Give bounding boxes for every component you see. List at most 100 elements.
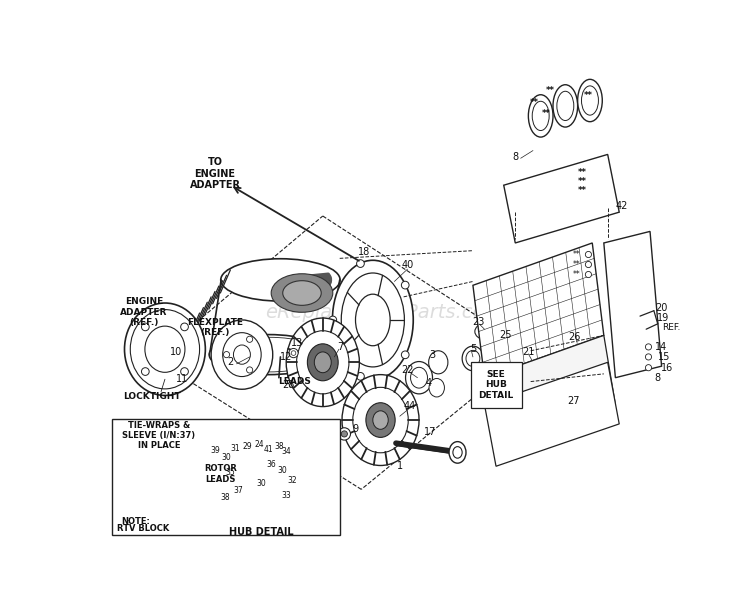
Text: 35: 35 [226, 468, 236, 477]
Polygon shape [484, 335, 615, 447]
Text: SEE
HUB
DETAIL: SEE HUB DETAIL [478, 370, 514, 400]
Ellipse shape [220, 259, 340, 301]
Ellipse shape [466, 351, 480, 367]
Text: 1: 1 [397, 461, 403, 471]
Circle shape [488, 374, 504, 389]
Text: **: ** [573, 260, 580, 269]
Ellipse shape [308, 344, 338, 381]
Circle shape [492, 378, 500, 386]
Text: **: ** [584, 91, 593, 100]
Ellipse shape [272, 274, 333, 312]
Circle shape [142, 368, 149, 375]
Text: 23: 23 [472, 318, 484, 327]
Text: 21: 21 [522, 348, 535, 357]
Circle shape [142, 323, 149, 331]
Circle shape [291, 351, 296, 356]
Ellipse shape [332, 261, 413, 379]
Ellipse shape [373, 411, 388, 429]
Ellipse shape [129, 447, 189, 516]
Text: LEADS: LEADS [278, 377, 310, 386]
Ellipse shape [342, 375, 419, 465]
Circle shape [585, 251, 592, 257]
Ellipse shape [532, 101, 549, 131]
Text: 13: 13 [291, 338, 304, 348]
Text: 36: 36 [266, 460, 276, 469]
Ellipse shape [356, 294, 390, 346]
Text: 27: 27 [567, 396, 579, 406]
Text: FLEXPLATE
(REF.): FLEXPLATE (REF.) [187, 318, 243, 337]
Text: 29: 29 [242, 442, 252, 451]
Text: 41: 41 [264, 445, 274, 454]
Text: **: ** [530, 98, 539, 107]
Polygon shape [604, 232, 662, 378]
Ellipse shape [145, 326, 185, 372]
Ellipse shape [286, 318, 359, 406]
Ellipse shape [406, 362, 433, 394]
Ellipse shape [223, 428, 300, 519]
Text: 32: 32 [287, 476, 297, 485]
Ellipse shape [223, 333, 261, 376]
Text: HUB DETAIL: HUB DETAIL [229, 527, 293, 537]
Text: 37: 37 [233, 486, 243, 495]
Text: NOTE:: NOTE: [122, 517, 150, 526]
Text: eReplacementParts.com: eReplacementParts.com [266, 303, 503, 322]
Text: 30: 30 [222, 452, 232, 462]
Text: 11: 11 [176, 375, 188, 384]
Text: 26: 26 [568, 332, 580, 342]
Text: 38: 38 [220, 493, 230, 502]
Ellipse shape [124, 303, 206, 395]
Circle shape [181, 323, 188, 331]
Circle shape [247, 336, 253, 342]
Ellipse shape [296, 331, 349, 394]
Text: **: ** [578, 177, 586, 186]
Circle shape [523, 348, 550, 376]
Polygon shape [504, 154, 620, 243]
Ellipse shape [429, 351, 448, 374]
Text: 7: 7 [338, 342, 344, 352]
Text: 30: 30 [256, 479, 266, 488]
Ellipse shape [429, 378, 445, 397]
Text: 40: 40 [401, 259, 413, 270]
Ellipse shape [215, 337, 322, 372]
Ellipse shape [283, 281, 321, 305]
Text: 22: 22 [401, 365, 414, 375]
Circle shape [247, 367, 253, 373]
Text: 2: 2 [227, 357, 233, 367]
Ellipse shape [475, 324, 494, 339]
Text: 44: 44 [404, 401, 416, 411]
Circle shape [329, 316, 337, 324]
Circle shape [341, 431, 347, 437]
Circle shape [528, 354, 545, 371]
Circle shape [401, 281, 409, 289]
Text: 16: 16 [661, 363, 673, 373]
Circle shape [224, 351, 230, 358]
Text: LOCKTIGHT: LOCKTIGHT [123, 392, 181, 402]
FancyBboxPatch shape [112, 419, 340, 535]
Circle shape [585, 261, 592, 268]
Ellipse shape [410, 367, 428, 388]
Ellipse shape [235, 443, 287, 504]
Text: **: ** [542, 109, 550, 118]
Circle shape [646, 365, 652, 371]
Ellipse shape [479, 328, 490, 335]
Text: 39: 39 [210, 446, 220, 455]
Text: 14: 14 [656, 342, 668, 352]
Ellipse shape [130, 310, 200, 389]
Text: 5: 5 [470, 345, 476, 354]
Text: TO
ENGINE
ADAPTER: TO ENGINE ADAPTER [190, 157, 241, 190]
Text: 19: 19 [657, 313, 669, 324]
Text: 3: 3 [429, 349, 435, 360]
Ellipse shape [553, 85, 578, 127]
Ellipse shape [449, 441, 466, 463]
Text: **: ** [545, 86, 554, 95]
Text: 28: 28 [282, 381, 294, 390]
Text: RTV BLOCK: RTV BLOCK [117, 524, 170, 533]
Ellipse shape [352, 387, 408, 453]
Text: 18: 18 [358, 247, 370, 257]
Text: 31: 31 [230, 444, 240, 453]
Circle shape [646, 354, 652, 360]
Circle shape [585, 272, 592, 278]
Text: 33: 33 [282, 491, 292, 500]
Text: 10: 10 [170, 348, 182, 357]
FancyBboxPatch shape [470, 362, 522, 408]
